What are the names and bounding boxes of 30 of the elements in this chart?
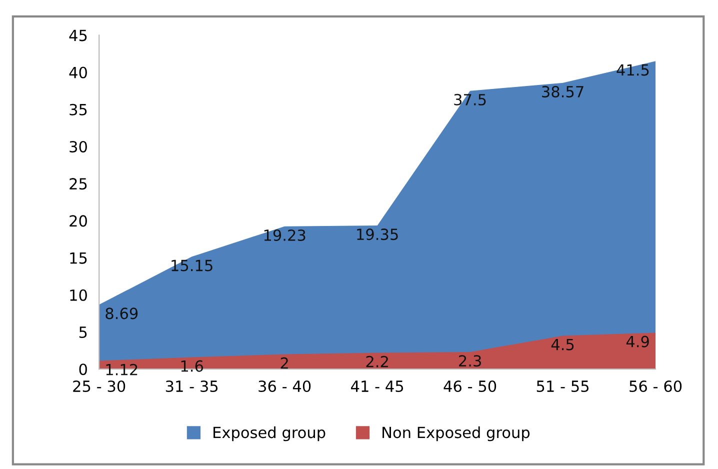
- x-tick-label: 25 - 30: [73, 380, 126, 392]
- y-tick-label: 15: [70, 252, 87, 264]
- y-tick-label: 5: [79, 326, 87, 338]
- data-label: 2.2: [366, 356, 388, 368]
- data-label: 4.9: [626, 336, 649, 348]
- x-tick-label: 51 - 55: [536, 380, 589, 392]
- y-tick-label: 35: [70, 104, 87, 116]
- data-label: 2.3: [459, 355, 481, 367]
- y-tick-label: 25: [70, 178, 87, 190]
- x-tick-label: 41 - 45: [351, 380, 404, 392]
- y-tick-label: 45: [69, 30, 87, 42]
- data-label: 41.5: [616, 64, 649, 76]
- y-tick-label: 20: [70, 215, 87, 227]
- data-label: 38.57: [542, 86, 584, 98]
- y-tick-label: 40: [69, 66, 87, 78]
- legend-label: Exposed group: [214, 426, 326, 442]
- x-tick-label: 46 - 50: [444, 380, 496, 392]
- data-label: 2: [280, 357, 288, 369]
- x-tick-label: 56 - 60: [630, 380, 682, 392]
- data-label: 15.15: [172, 260, 212, 272]
- x-tick-label: 36 - 40: [258, 380, 311, 392]
- x-tick-label: 31 - 35: [166, 380, 218, 392]
- y-tick-label: 30: [70, 140, 87, 153]
- data-label: 4.5: [551, 338, 574, 350]
- legend-label: Non Exposed group: [382, 426, 530, 442]
- data-label: 8.69: [106, 308, 138, 320]
- data-label: 19.35: [357, 228, 398, 240]
- y-tick-label: 10: [70, 289, 87, 301]
- data-label: 19.23: [264, 229, 306, 242]
- y-tick-label: 0: [79, 364, 87, 376]
